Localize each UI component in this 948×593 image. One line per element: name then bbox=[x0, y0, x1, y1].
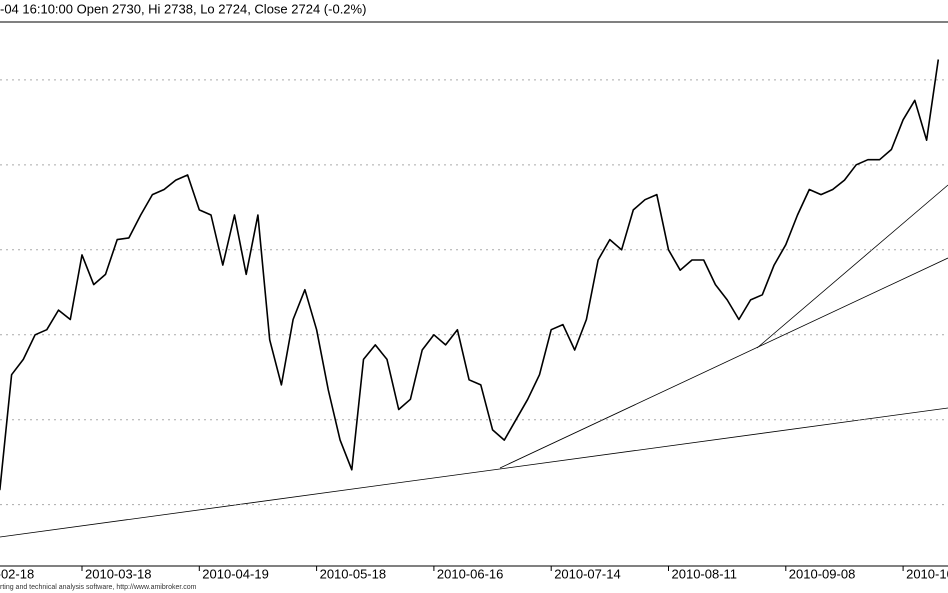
x-tick-label: 2010-04-19 bbox=[202, 566, 268, 581]
x-tick-label: 2010-07-14 bbox=[554, 566, 621, 581]
trend-line bbox=[0, 407, 948, 538]
trend-lines bbox=[0, 184, 948, 538]
chart-header: -04 16:10:00 Open 2730, Hi 2738, Lo 2724… bbox=[0, 1, 366, 16]
price-line bbox=[0, 59, 940, 491]
x-tick-label: 2010-10-06 bbox=[906, 566, 948, 581]
x-tick-label: 2010-03-18 bbox=[85, 566, 152, 581]
trend-line bbox=[499, 257, 948, 469]
x-tick-label: 2010-08-11 bbox=[672, 566, 738, 581]
x-tick-label: 2010-02-18 bbox=[0, 566, 34, 581]
footer-note: rting and technical analysis software, h… bbox=[0, 584, 197, 591]
x-tick-label: 2010-06-16 bbox=[437, 566, 504, 581]
x-tick-label: 2010-05-18 bbox=[320, 566, 387, 581]
x-tick-label: 2010-09-08 bbox=[789, 566, 856, 581]
trend-line bbox=[756, 184, 948, 349]
